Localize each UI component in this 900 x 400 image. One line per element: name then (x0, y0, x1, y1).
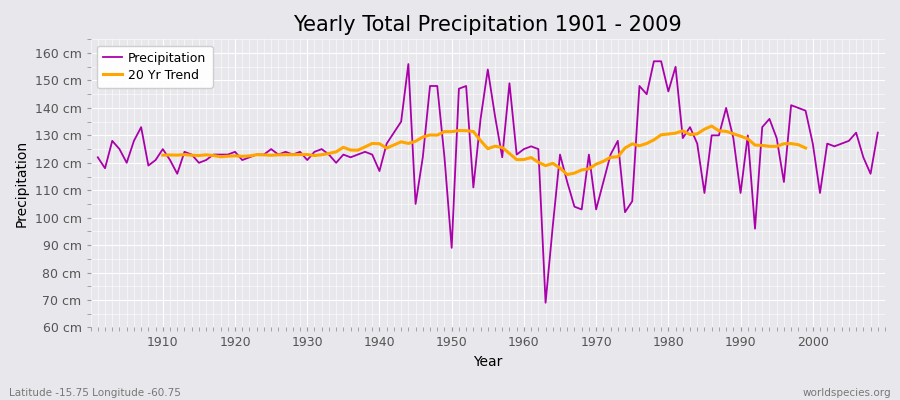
20 Yr Trend (800, 146, 811, 150)
20 Yr Trend (244, 154, 255, 158)
Precipitation (649, 59, 660, 64)
Precipitation (872, 130, 883, 135)
20 Yr Trend (612, 154, 623, 159)
Precipitation (540, 300, 551, 305)
20 Yr Trend (158, 153, 168, 158)
Line: 20 Yr Trend: 20 Yr Trend (163, 126, 806, 174)
X-axis label: Year: Year (473, 355, 502, 369)
Precipitation (612, 138, 623, 143)
20 Yr Trend (353, 148, 364, 152)
Text: worldspecies.org: worldspecies.org (803, 388, 891, 398)
Y-axis label: Precipitation: Precipitation (15, 140, 29, 227)
Precipitation (93, 155, 104, 160)
Precipitation (309, 150, 320, 154)
Title: Yearly Total Precipitation 1901 - 2009: Yearly Total Precipitation 1901 - 2009 (293, 15, 682, 35)
Precipitation (353, 152, 364, 157)
Text: Latitude -15.75 Longitude -60.75: Latitude -15.75 Longitude -60.75 (9, 388, 181, 398)
Precipitation (518, 147, 529, 152)
20 Yr Trend (699, 127, 710, 132)
20 Yr Trend (706, 124, 717, 128)
20 Yr Trend (786, 141, 796, 146)
Precipitation (150, 158, 161, 162)
Legend: Precipitation, 20 Yr Trend: Precipitation, 20 Yr Trend (97, 46, 212, 88)
20 Yr Trend (562, 172, 572, 177)
Line: Precipitation: Precipitation (98, 61, 878, 303)
20 Yr Trend (721, 129, 732, 134)
Precipitation (511, 152, 522, 157)
